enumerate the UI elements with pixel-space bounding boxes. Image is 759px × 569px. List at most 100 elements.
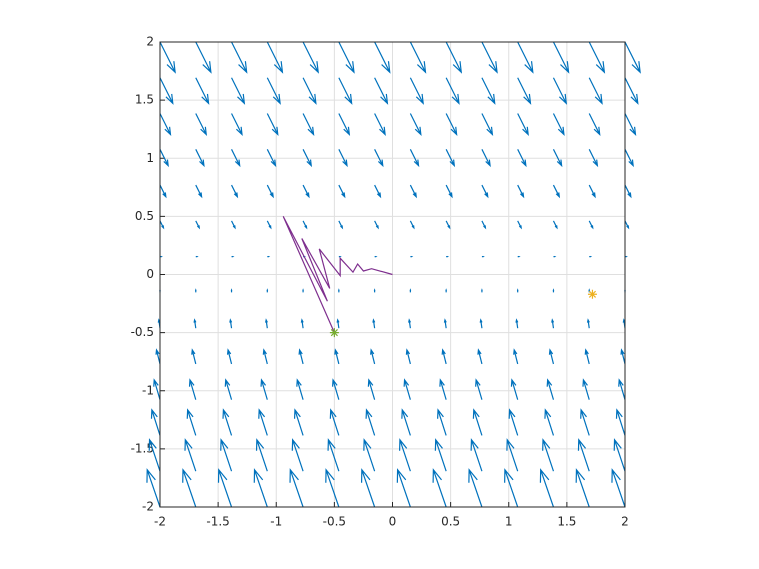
field-arrow [580, 408, 590, 436]
field-arrow [624, 220, 630, 230]
field-arrow [517, 220, 522, 230]
field-arrow [150, 408, 161, 436]
field-arrow [258, 408, 268, 436]
field-arrow [374, 41, 391, 74]
field-arrow [481, 149, 491, 168]
field-arrow [296, 378, 304, 400]
x-tick-label: 2 [621, 515, 629, 529]
field-arrow [222, 408, 233, 436]
field-arrow [159, 149, 169, 168]
field-arrow [302, 184, 310, 199]
field-arrow [443, 318, 447, 329]
field-arrow [552, 149, 563, 168]
field-arrow [481, 41, 498, 74]
field-arrow [231, 149, 241, 168]
field-arrow [266, 220, 272, 230]
field-arrow [477, 348, 483, 365]
field-arrow [445, 77, 460, 105]
star-marker [587, 289, 597, 299]
field-arrow [504, 468, 519, 508]
field-arrow [517, 184, 525, 199]
field-arrow [224, 378, 233, 400]
field-arrow [220, 438, 233, 472]
x-tick-label: 1.5 [557, 515, 576, 529]
field-arrow [434, 438, 447, 472]
field-arrow [588, 113, 601, 137]
field-arrow [405, 348, 411, 365]
field-arrow [513, 348, 519, 365]
field-arrow [396, 468, 411, 508]
field-arrow [481, 77, 496, 105]
field-arrow [184, 438, 197, 472]
field-arrow [403, 378, 411, 400]
field-arrow [409, 184, 417, 199]
field-arrow [409, 220, 415, 230]
field-arrow [544, 408, 555, 436]
field-arrow [408, 318, 412, 329]
field-arrow [334, 348, 340, 365]
field-arrow [217, 468, 233, 508]
field-arrow [551, 318, 555, 329]
field-arrow [481, 184, 489, 199]
field-arrow [231, 77, 246, 105]
field-arrow [255, 438, 268, 472]
y-tick-label: 2 [146, 35, 154, 49]
field-arrow [360, 468, 376, 508]
field-arrow [481, 288, 483, 293]
field-arrow [146, 468, 161, 508]
x-tick-label: -2 [154, 515, 166, 529]
field-arrow [584, 348, 590, 365]
field-arrow [302, 288, 304, 293]
field-arrow [266, 77, 281, 105]
field-arrow [618, 378, 626, 400]
field-arrow [153, 378, 161, 400]
star-marker [329, 328, 339, 338]
field-arrow [298, 348, 304, 365]
field-arrow [510, 378, 519, 400]
field-arrow [552, 288, 555, 293]
field-arrow [441, 348, 447, 365]
field-arrow [409, 149, 420, 168]
field-arrow [289, 468, 304, 508]
field-arrow [372, 318, 376, 329]
field-arrow [293, 408, 304, 436]
field-arrow [365, 408, 376, 436]
field-arrow [624, 77, 639, 105]
y-tick-label: 1 [146, 151, 154, 165]
field-arrow [546, 378, 555, 400]
field-arrow [552, 220, 558, 230]
field-arrow [552, 113, 565, 137]
field-arrow [253, 468, 268, 508]
field-arrow [370, 348, 376, 365]
field-arrow [302, 113, 315, 137]
field-arrow [159, 184, 167, 199]
field-arrow [373, 288, 376, 293]
field-arrow [374, 220, 379, 230]
field-arrow [611, 468, 626, 508]
field-arrow [582, 378, 590, 400]
y-tick-label: 0 [146, 267, 154, 281]
field-arrow [588, 184, 596, 199]
field-arrow [262, 348, 268, 365]
field-arrow [588, 149, 599, 168]
x-tick-label: 1 [505, 515, 513, 529]
field-arrow [374, 184, 382, 199]
field-arrow [517, 41, 534, 74]
field-arrow [613, 438, 626, 472]
field-arrow [586, 318, 590, 329]
field-arrow [266, 113, 279, 137]
field-arrow [515, 318, 519, 329]
field-arrow [260, 378, 268, 400]
field-arrow [445, 184, 453, 199]
field-arrow [266, 184, 274, 199]
field-arrow [624, 149, 634, 168]
field-arrow [329, 408, 340, 436]
field-arrow [159, 220, 165, 230]
field-arrow [231, 184, 239, 199]
field-arrow [332, 378, 340, 400]
field-arrow [191, 348, 197, 365]
field-arrow [338, 149, 348, 168]
y-tick-label: 1.5 [135, 93, 154, 107]
field-arrow [588, 77, 603, 105]
